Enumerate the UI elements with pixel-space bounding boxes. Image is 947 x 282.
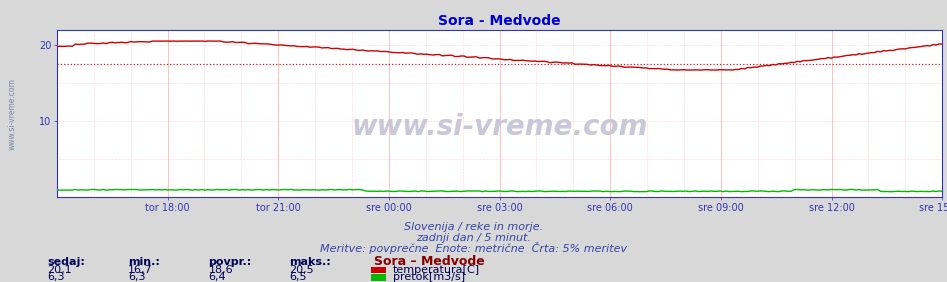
Text: Meritve: povprečne  Enote: metrične  Črta: 5% meritev: Meritve: povprečne Enote: metrične Črta:… [320, 243, 627, 254]
Text: 6,5: 6,5 [289, 272, 306, 282]
Text: maks.:: maks.: [289, 257, 331, 266]
Title: Sora - Medvode: Sora - Medvode [438, 14, 561, 28]
Text: Slovenija / reke in morje.: Slovenija / reke in morje. [404, 222, 543, 232]
Text: Sora – Medvode: Sora – Medvode [374, 255, 485, 268]
Text: www.si-vreme.com: www.si-vreme.com [8, 78, 17, 150]
Text: 6,4: 6,4 [208, 272, 226, 282]
Text: 20,5: 20,5 [289, 265, 313, 275]
Text: sedaj:: sedaj: [47, 257, 85, 266]
Text: 6,3: 6,3 [47, 272, 64, 282]
Text: zadnji dan / 5 minut.: zadnji dan / 5 minut. [416, 233, 531, 243]
Text: 16,7: 16,7 [128, 265, 152, 275]
Text: 6,3: 6,3 [128, 272, 145, 282]
Text: www.si-vreme.com: www.si-vreme.com [351, 113, 648, 141]
Text: temperatura[C]: temperatura[C] [393, 265, 480, 275]
Text: 18,6: 18,6 [208, 265, 233, 275]
Text: 20,1: 20,1 [47, 265, 72, 275]
Text: pretok[m3/s]: pretok[m3/s] [393, 272, 465, 282]
Text: min.:: min.: [128, 257, 160, 266]
Text: povpr.:: povpr.: [208, 257, 252, 266]
